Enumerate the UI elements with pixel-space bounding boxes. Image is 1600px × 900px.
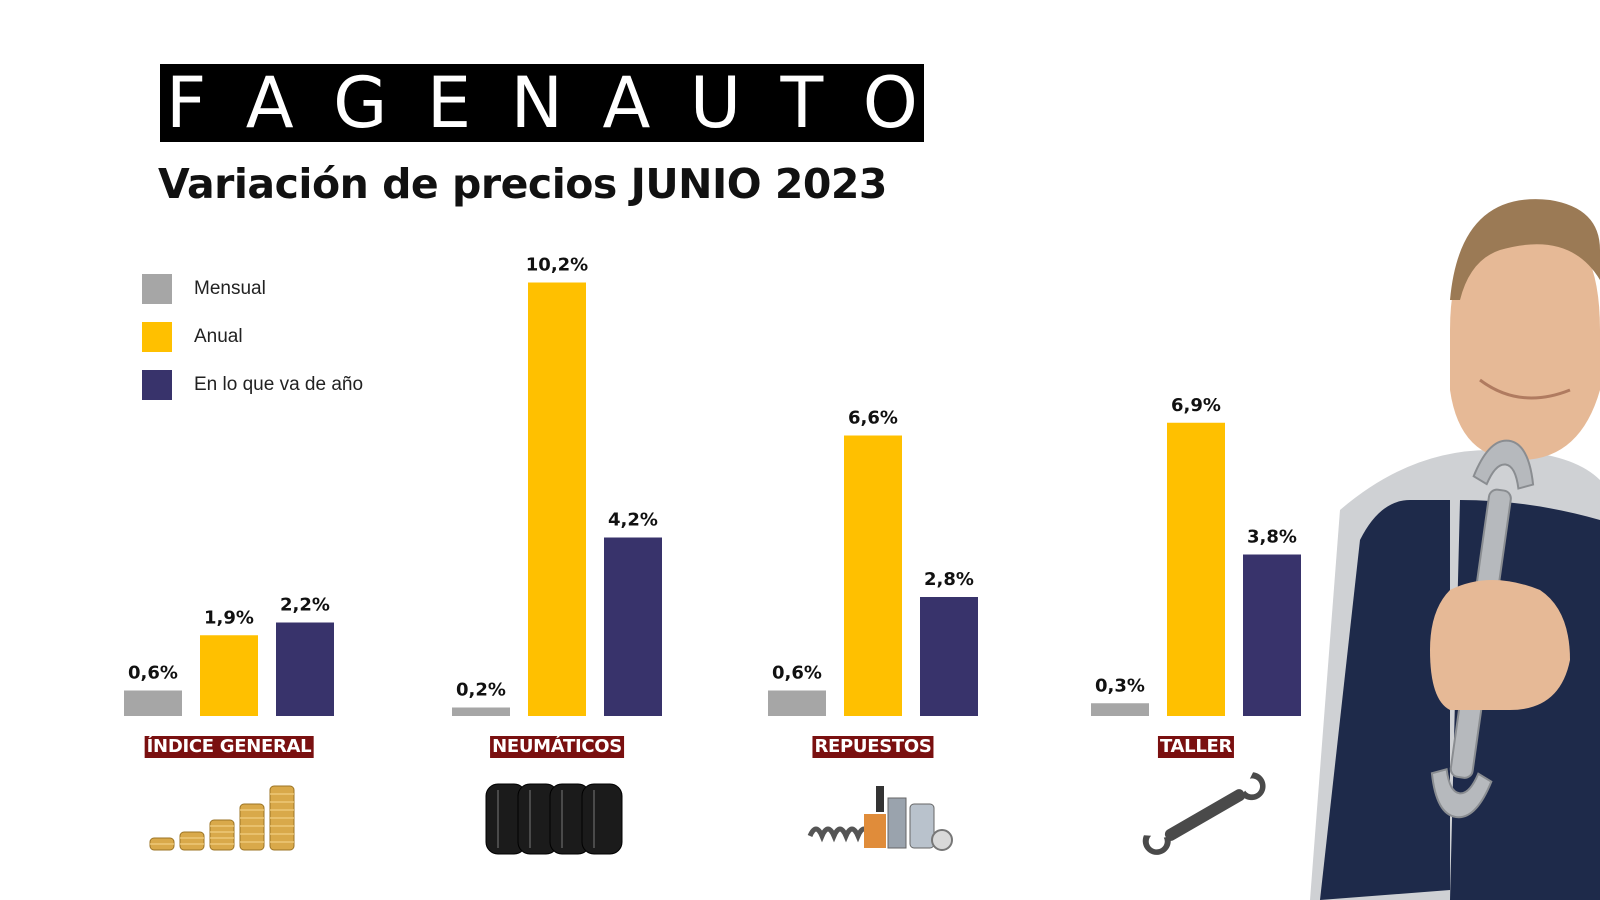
bar-value-label-anual-3: 6,9% xyxy=(1171,395,1221,416)
bar-en-lo-que-va-de-ano-3 xyxy=(1243,554,1301,716)
bar-value-label-mensual-1: 0,2% xyxy=(456,680,506,701)
brand-letter-0: F xyxy=(166,62,207,144)
brand-letter-3: E xyxy=(426,62,472,144)
brand-letter-4: N xyxy=(510,62,563,144)
bar-value-label-en-lo-que-va-de-ano-3: 3,8% xyxy=(1247,527,1297,548)
spare-parts-icon xyxy=(807,786,953,851)
bar-mensual-0 xyxy=(124,690,182,716)
bar-en-lo-que-va-de-ano-1 xyxy=(604,537,662,716)
bar-anual-1 xyxy=(528,282,586,716)
brand-letter-6: U xyxy=(689,62,742,144)
category-label-0: ÍNDICE GENERAL xyxy=(144,736,314,758)
legend-label-mensual: Mensual xyxy=(194,278,266,299)
bar-anual-2 xyxy=(844,435,902,716)
bar-anual-0 xyxy=(200,635,258,716)
bar-value-label-mensual-0: 0,6% xyxy=(128,663,178,684)
bar-mensual-2 xyxy=(768,690,826,716)
legend-swatch-mensual xyxy=(142,274,172,304)
mechanic-with-wrench-image xyxy=(1310,199,1600,900)
brand-letter-2: G xyxy=(333,62,388,144)
bar-anual-3 xyxy=(1167,422,1225,716)
legend: Mensual Anual En lo que va de año xyxy=(142,274,363,418)
brand-letter-1: A xyxy=(245,62,294,144)
bar-value-label-anual-2: 6,6% xyxy=(848,408,898,429)
bar-value-label-anual-1: 10,2% xyxy=(526,255,588,276)
chart-title: Variación de precios JUNIO 2023 xyxy=(158,160,887,208)
bar-value-label-en-lo-que-va-de-ano-2: 2,8% xyxy=(924,569,974,590)
bar-value-label-mensual-2: 0,6% xyxy=(772,663,822,684)
brand-letter-7: T xyxy=(780,62,824,144)
tires-icon xyxy=(485,783,623,855)
bar-value-label-en-lo-que-va-de-ano-1: 4,2% xyxy=(608,510,658,531)
bar-value-label-anual-0: 1,9% xyxy=(204,607,254,628)
coins-icon xyxy=(149,785,295,851)
bar-mensual-1 xyxy=(452,707,510,716)
brand-letter-5: A xyxy=(602,62,651,144)
brand-letter-8: O xyxy=(862,62,918,144)
category-label-3: TALLER xyxy=(1157,736,1235,758)
bar-value-label-en-lo-que-va-de-ano-0: 2,2% xyxy=(280,595,330,616)
legend-swatch-anual xyxy=(142,322,172,352)
bar-chart: 0,6% 1,9% 2,2% 0,2% 10,2% 4,2% 0,6% 6,6% 2,8% 0,3… xyxy=(124,255,1301,716)
bar-mensual-3 xyxy=(1091,703,1149,716)
legend-swatch-en-lo-que-va-de-ano xyxy=(142,370,172,400)
legend-item-en-lo-que-va-de-ano: En lo que va de año xyxy=(142,370,363,400)
bar-en-lo-que-va-de-ano-0 xyxy=(276,622,334,716)
bar-value-label-mensual-3: 0,3% xyxy=(1095,675,1145,696)
category-label-2: REPUESTOS xyxy=(812,736,934,758)
legend-label-en-lo-que-va-de-ano: En lo que va de año xyxy=(194,374,364,395)
legend-item-anual: Anual xyxy=(142,322,363,352)
legend-item-mensual: Mensual xyxy=(142,274,363,304)
category-label-1: NEUMÁTICOS xyxy=(490,736,624,758)
wrench-icon xyxy=(1142,772,1266,855)
legend-label-anual: Anual xyxy=(194,326,243,347)
bar-en-lo-que-va-de-ano-2 xyxy=(920,597,978,716)
